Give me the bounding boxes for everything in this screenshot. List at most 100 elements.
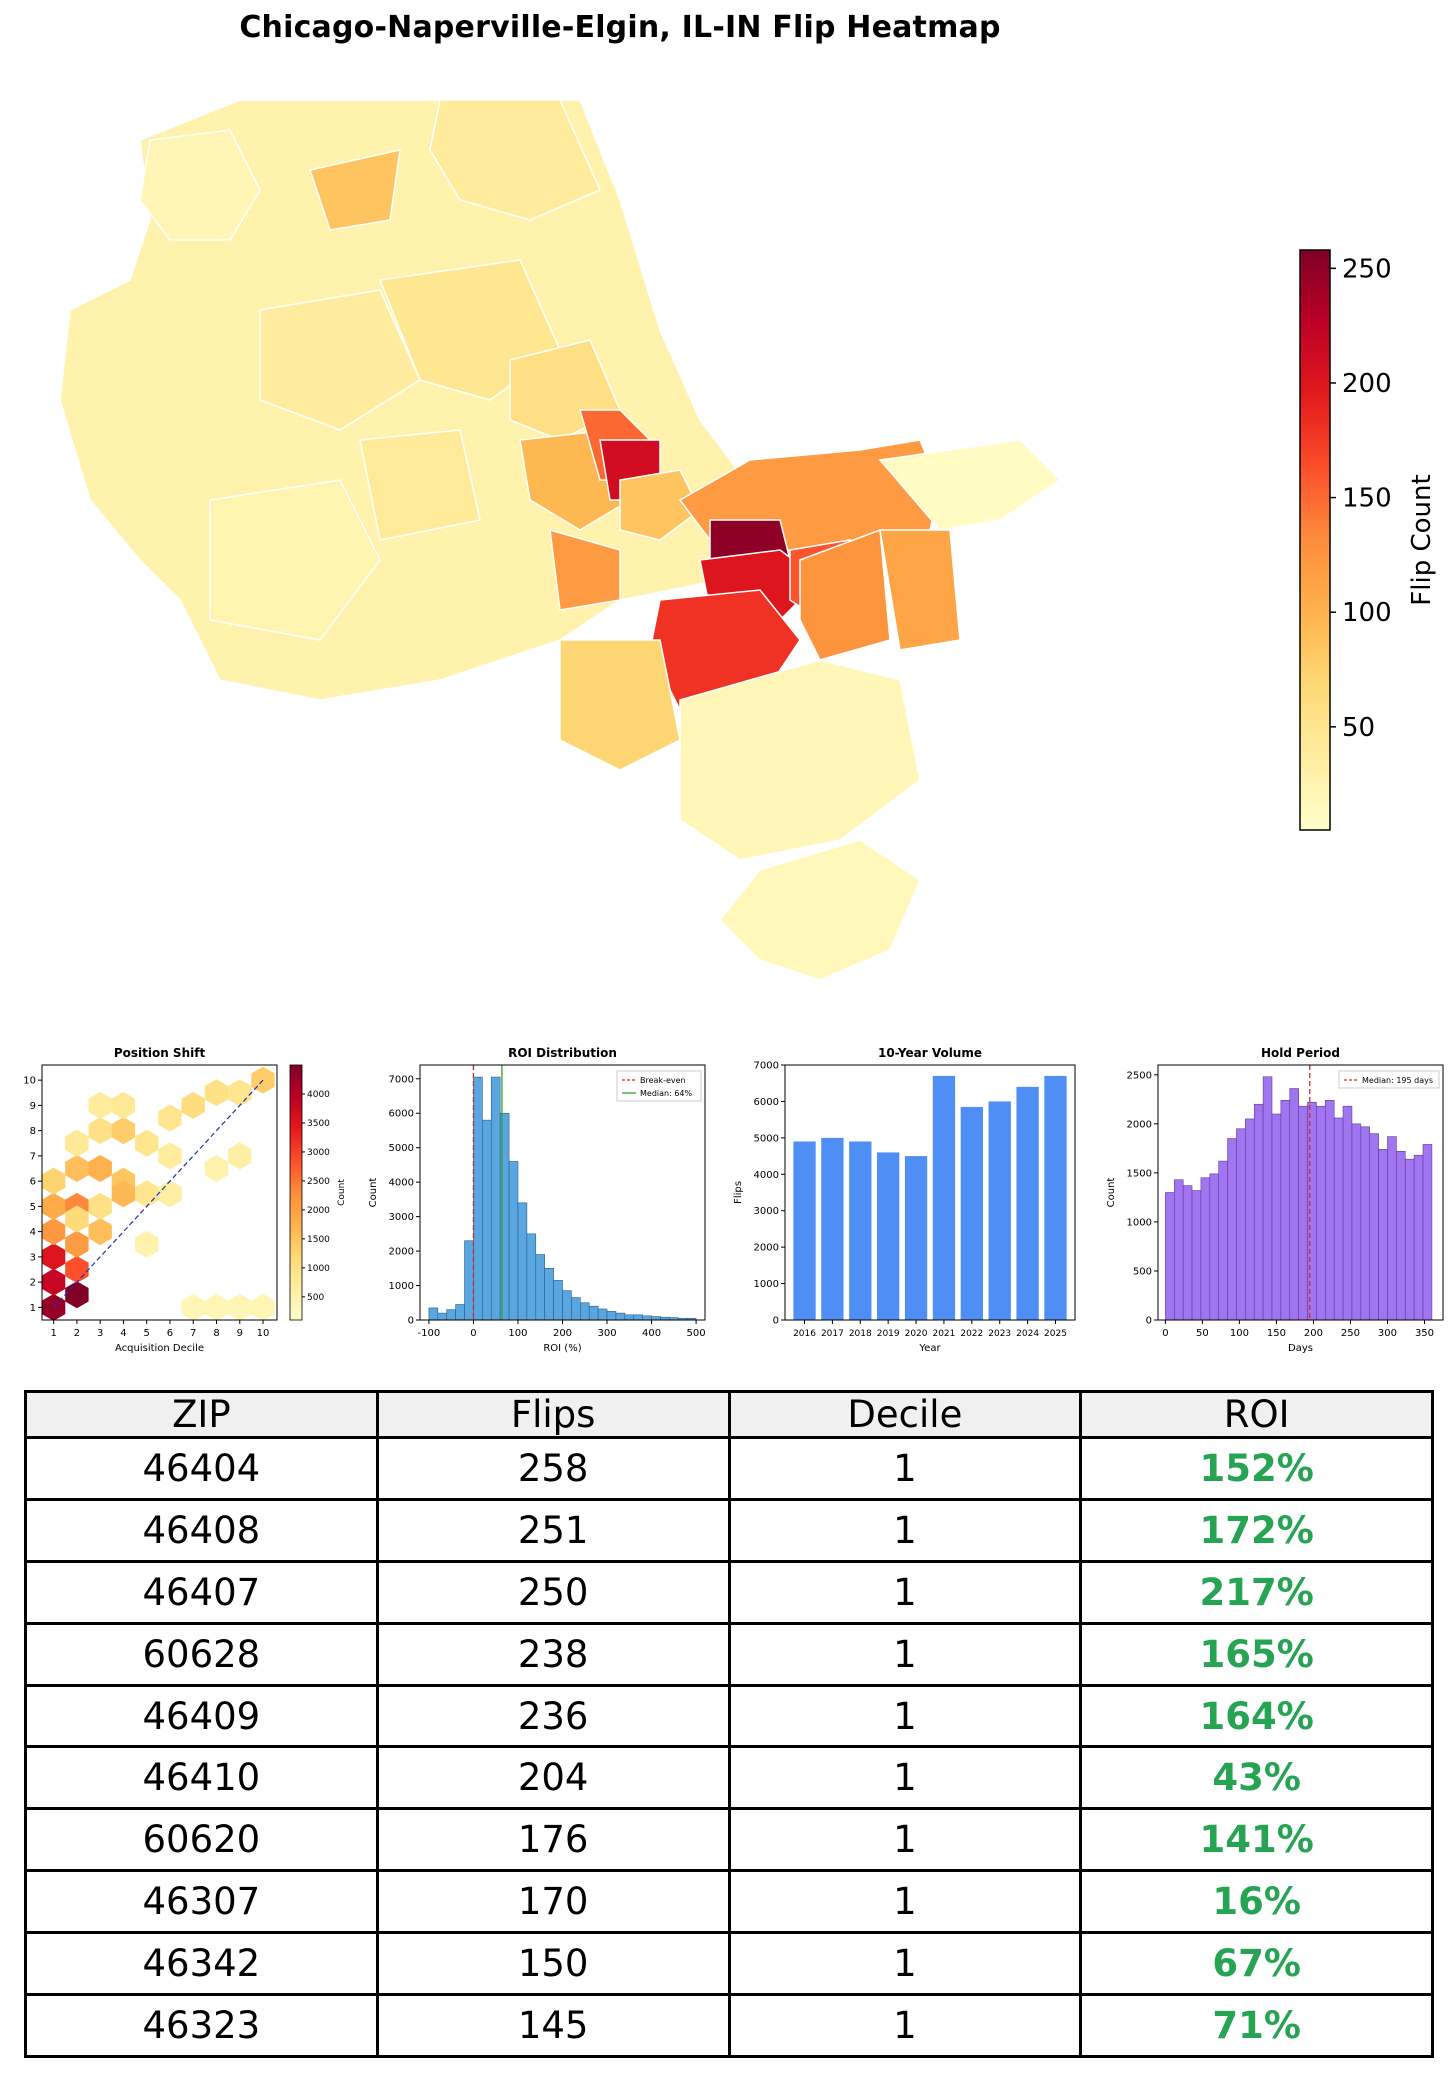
flip-heatmap-map <box>60 99 1062 981</box>
x-tick-label: 300 <box>1378 1328 1397 1339</box>
cell-roi: 16% <box>1079 1869 1434 1935</box>
x-tick-label: 200 <box>553 1328 572 1339</box>
legend-box <box>1338 1070 1440 1089</box>
map-colorbar: 50 100 150 200 250 Flip Count <box>1299 249 1437 831</box>
region-central-west <box>259 289 421 431</box>
volume-bar <box>877 1152 900 1320</box>
y-tick-label: 8 <box>30 1126 36 1137</box>
x-tick-label: 3 <box>97 1328 103 1339</box>
colorbar-tick-label: 200 <box>1342 369 1392 399</box>
table-header-row: ZIP Flips Decile ROI <box>24 1390 1434 1439</box>
cell-flips: 170 <box>375 1869 731 1935</box>
position-shift-chart: Position Shift 1 2 3 4 5 6 7 8 9 10 1 2 3 4 5 6 7 8 9 10 Acqu… <box>0 1046 347 1354</box>
reference-line <box>53 1079 264 1308</box>
y-tick-label: 6000 <box>754 1097 779 1108</box>
region-lowell <box>559 639 681 771</box>
histogram-bar <box>1218 1160 1228 1321</box>
hex-colorbar-tick-label: 500 <box>307 1293 324 1303</box>
hexbin-cell <box>65 1230 89 1258</box>
y-tick-label: 0 <box>1146 1316 1152 1327</box>
histogram-bar <box>1262 1076 1273 1321</box>
region-north-lobe <box>139 129 261 241</box>
hold-period-chart: Hold Period 0 500 1000 1500 2000 2500 0 50 100 150… <box>1106 1046 1444 1354</box>
region-southern-tail <box>718 839 921 981</box>
histogram-bar <box>1165 1192 1175 1321</box>
y-tick-label: 7 <box>30 1151 36 1162</box>
table-row: 60628 238 1 165% <box>24 1621 1434 1687</box>
colorbar-tick-label: 50 <box>1342 713 1375 743</box>
colorbar-label: Flip Count <box>1407 474 1437 605</box>
histogram-bar <box>1209 1173 1220 1321</box>
histogram-bar <box>1351 1123 1362 1321</box>
hexbin-cell <box>41 1243 66 1271</box>
y-tick-label: 1000 <box>754 1279 779 1290</box>
hexbin-cell <box>228 1293 252 1321</box>
y-tick-label: 500 <box>1133 1266 1152 1277</box>
hexbin-cell <box>88 1117 112 1145</box>
chart-frame <box>41 1064 278 1321</box>
cell-zip: 46323 <box>24 1993 379 2058</box>
table-row: 46307 170 1 16% <box>24 1869 1434 1935</box>
header-decile: Decile <box>727 1390 1083 1439</box>
legend-label: Break-even <box>640 1076 686 1085</box>
region-lake-north <box>429 99 601 221</box>
cell-flips: 204 <box>375 1745 731 1811</box>
histogram-bar <box>490 1076 501 1321</box>
y-tick-label: 0 <box>408 1316 414 1327</box>
hexbin-cell <box>88 1192 112 1220</box>
histogram-bar <box>1280 1100 1291 1321</box>
histogram-bar <box>455 1304 465 1321</box>
hexbin-cell <box>65 1129 89 1157</box>
header-flips: Flips <box>375 1390 731 1439</box>
histogram-bar <box>464 1240 474 1321</box>
histogram-bar <box>1236 1128 1246 1321</box>
volume-bar <box>821 1137 844 1320</box>
region-southwest-side <box>549 528 621 611</box>
x-tick-label: 2017 <box>821 1329 844 1339</box>
legend-box <box>616 1070 702 1102</box>
hexbin-cell <box>65 1155 89 1182</box>
histogram-bar <box>1253 1103 1264 1321</box>
cell-zip: 46408 <box>24 1497 379 1563</box>
cell-flips: 250 <box>375 1559 731 1625</box>
hexbin-cell <box>228 1142 252 1170</box>
chart-title: Position Shift <box>114 1046 206 1060</box>
cell-decile: 1 <box>727 1869 1083 1935</box>
x-axis-label: Days <box>1288 1343 1313 1354</box>
histogram-bar <box>1422 1144 1433 1321</box>
x-tick-label: 7 <box>190 1328 196 1339</box>
x-tick-label: 400 <box>642 1328 661 1339</box>
cell-roi: 141% <box>1079 1807 1434 1873</box>
y-tick-label: 2 <box>30 1278 36 1289</box>
histogram-bar <box>1404 1158 1415 1321</box>
cell-roi: 67% <box>1079 1931 1434 1997</box>
histogram-bar <box>1360 1126 1371 1321</box>
volume-bar <box>904 1156 928 1320</box>
y-axis-label: Count <box>1106 1178 1117 1208</box>
volume-bar <box>988 1101 1011 1320</box>
histogram-bar <box>1173 1179 1184 1321</box>
y-tick-label: 4000 <box>389 1178 414 1189</box>
hexbin-cell <box>88 1091 112 1119</box>
histogram-bar <box>1245 1118 1255 1321</box>
histogram-bar <box>553 1280 563 1321</box>
y-tick-label: 2000 <box>1127 1119 1152 1130</box>
hexbin-cell <box>158 1180 182 1208</box>
y-tick-label: 0 <box>773 1316 779 1327</box>
chart-title: ROI Distribution <box>508 1046 617 1060</box>
cell-roi: 217% <box>1079 1559 1434 1625</box>
colorbar-bar <box>1299 249 1331 831</box>
hexbin-cell <box>228 1079 252 1107</box>
cell-decile: 1 <box>727 1683 1083 1749</box>
hex-colorbar-tick-label: 2000 <box>307 1206 330 1216</box>
histogram-bar <box>1413 1154 1424 1321</box>
x-tick-label: 0 <box>470 1328 476 1339</box>
cell-zip: 46409 <box>24 1683 379 1749</box>
table-row: 46407 250 1 217% <box>24 1559 1434 1625</box>
hexbin-cell <box>88 1155 112 1182</box>
cell-roi: 71% <box>1079 1993 1434 2058</box>
x-tick-label: 2022 <box>960 1329 983 1339</box>
x-tick-label: 2020 <box>905 1329 928 1339</box>
x-tick-label: 2 <box>74 1328 80 1339</box>
x-axis-label: Year <box>918 1343 941 1354</box>
